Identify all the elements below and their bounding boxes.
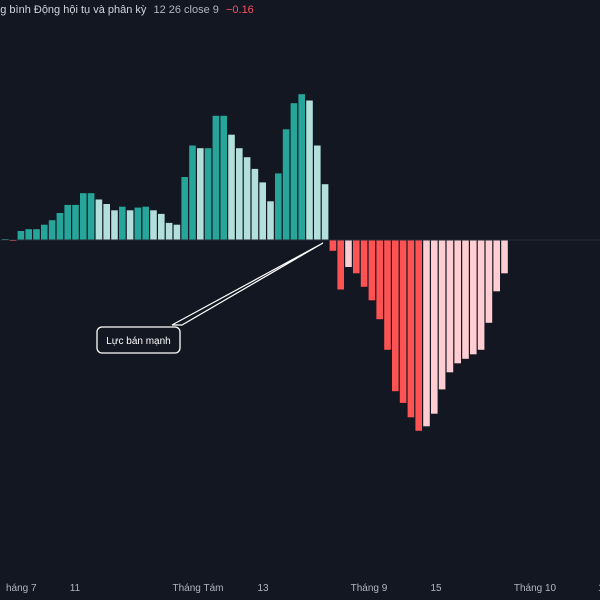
histogram-bar — [25, 229, 32, 240]
histogram-bar — [236, 148, 243, 240]
indicator-title: ung bình Động hội tụ và phân kỳ — [0, 4, 147, 16]
histogram-bar — [251, 168, 259, 240]
x-tick-label: Tháng 9 — [351, 583, 388, 594]
histogram-bar — [173, 224, 181, 240]
histogram-bar — [314, 145, 321, 240]
histogram-bar — [95, 199, 103, 240]
histogram-bar — [446, 240, 454, 373]
histogram-bar — [454, 240, 461, 364]
histogram-bar — [134, 207, 142, 240]
histogram-bar — [189, 145, 196, 240]
histogram-bar — [360, 240, 368, 287]
histogram-bar — [337, 240, 344, 290]
histogram-bar — [329, 240, 337, 251]
histogram-bar — [345, 240, 352, 267]
histogram-bar — [485, 240, 493, 323]
histogram-bar — [56, 213, 64, 240]
indicator-value: −0.16 — [225, 4, 254, 16]
histogram-bar — [501, 240, 508, 274]
histogram-bar — [228, 134, 235, 240]
histogram-bar — [64, 204, 71, 240]
histogram-bar — [80, 193, 87, 240]
histogram-bar — [150, 210, 157, 240]
indicator-params: 12 26 close 9 — [153, 4, 219, 16]
histogram-bar — [41, 224, 48, 240]
x-tick-label: 1 — [598, 583, 600, 594]
histogram-bar — [220, 115, 227, 240]
x-tick-label: 11 — [70, 583, 81, 594]
histogram-bar — [392, 240, 399, 392]
histogram-bars — [2, 94, 508, 431]
histogram-bar — [72, 204, 79, 240]
histogram-bar — [259, 182, 266, 240]
annotation-pointer — [171, 242, 324, 326]
histogram-bar — [462, 240, 469, 359]
histogram-bar — [33, 229, 40, 240]
histogram-bar — [126, 210, 134, 240]
histogram-bar — [212, 115, 220, 240]
histogram-bar — [282, 129, 290, 240]
histogram-bar — [306, 100, 313, 240]
annotation-label: Lực bán mạnh — [106, 336, 171, 347]
histogram-bar — [415, 240, 422, 431]
histogram-bar — [87, 193, 95, 240]
x-tick-label: háng 7 — [6, 583, 37, 594]
histogram-bar — [298, 94, 305, 240]
indicator-header: ung bình Động hội tụ và phân kỳ 12 26 cl… — [0, 4, 258, 22]
histogram-bar — [111, 210, 118, 240]
histogram-bar — [384, 240, 391, 350]
x-axis-ticks: háng 7 11 Tháng Tám 13 Tháng 9 15 Tháng 10 1 — [6, 583, 600, 594]
histogram-bar — [267, 201, 274, 240]
histogram-bar — [48, 220, 56, 240]
histogram-bar — [142, 206, 149, 240]
histogram-bar — [290, 103, 298, 240]
histogram-bar — [399, 240, 407, 403]
histogram-bar — [431, 240, 438, 414]
histogram-bar — [243, 157, 251, 240]
histogram-bar — [158, 213, 165, 240]
x-tick-label: 13 — [257, 583, 269, 594]
histogram-bar — [181, 177, 188, 240]
histogram-bar — [423, 240, 430, 427]
histogram-bar — [165, 222, 173, 240]
histogram-bar — [17, 231, 25, 240]
histogram-bar — [321, 184, 329, 240]
histogram-bar — [204, 148, 212, 240]
annotation-box — [96, 326, 181, 354]
histogram-bar — [438, 240, 446, 390]
histogram-bar — [119, 206, 126, 240]
histogram-bar — [470, 240, 477, 355]
histogram-bar — [353, 240, 360, 274]
x-tick-label: Tháng Tám — [173, 583, 224, 594]
histogram-bar — [493, 240, 500, 292]
x-tick-label: 15 — [430, 583, 442, 594]
annotation-callout[interactable]: Lực bán mạnh — [96, 242, 324, 354]
x-tick-label: Tháng 10 — [514, 583, 557, 594]
histogram-bar — [477, 240, 485, 350]
histogram-bar — [407, 240, 415, 418]
histogram-bar — [368, 240, 376, 301]
histogram-bar — [103, 204, 110, 240]
histogram-bar — [376, 240, 383, 320]
histogram-bar — [197, 148, 204, 240]
histogram-bar — [275, 173, 282, 240]
